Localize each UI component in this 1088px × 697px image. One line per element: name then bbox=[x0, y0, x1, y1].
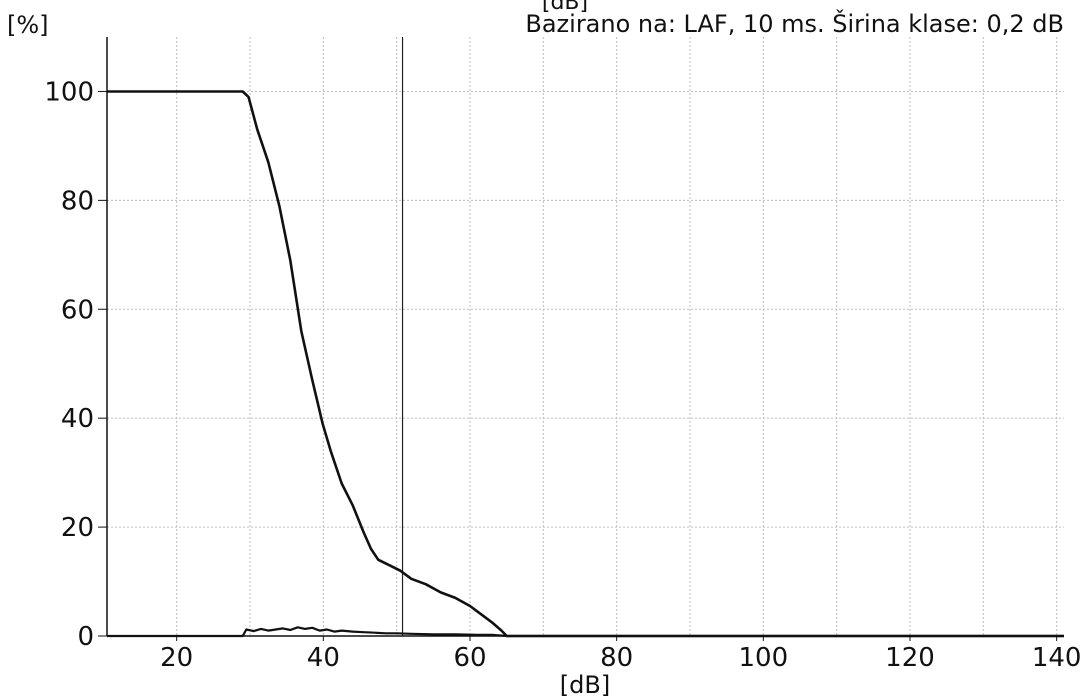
series-line-cumulative bbox=[107, 90, 1064, 638]
y-tick-label: 60 bbox=[61, 295, 94, 325]
x-tick-label: 60 bbox=[453, 643, 486, 673]
series-group bbox=[107, 90, 1064, 638]
x-tick-label: 40 bbox=[307, 643, 340, 673]
grid bbox=[107, 37, 1064, 636]
axes bbox=[98, 37, 1064, 641]
x-tick-label: 20 bbox=[160, 643, 193, 673]
chart-title: Bazirano na: LAF, 10 ms. Širina klase: 0… bbox=[525, 8, 1064, 38]
y-tick-label: 100 bbox=[44, 77, 94, 107]
y-tick-label: 40 bbox=[61, 404, 94, 434]
tick-labels: 20 40 60 80 100 120 140 0 20 40 60 80 100 bbox=[44, 77, 1081, 673]
series-line-distribution bbox=[107, 626, 1064, 638]
x-tick-label: 120 bbox=[885, 643, 935, 673]
x-axis-label: [dB] bbox=[560, 671, 610, 697]
x-tick-label: 80 bbox=[600, 643, 633, 673]
x-tick-label: 100 bbox=[739, 643, 789, 673]
y-tick-label: 80 bbox=[61, 186, 94, 216]
top-unit-label: [dB] bbox=[542, 0, 588, 15]
y-tick-label: 0 bbox=[77, 622, 94, 652]
x-tick-label: 140 bbox=[1032, 643, 1082, 673]
y-axis-label: [%] bbox=[7, 11, 49, 39]
y-tick-label: 20 bbox=[61, 513, 94, 543]
